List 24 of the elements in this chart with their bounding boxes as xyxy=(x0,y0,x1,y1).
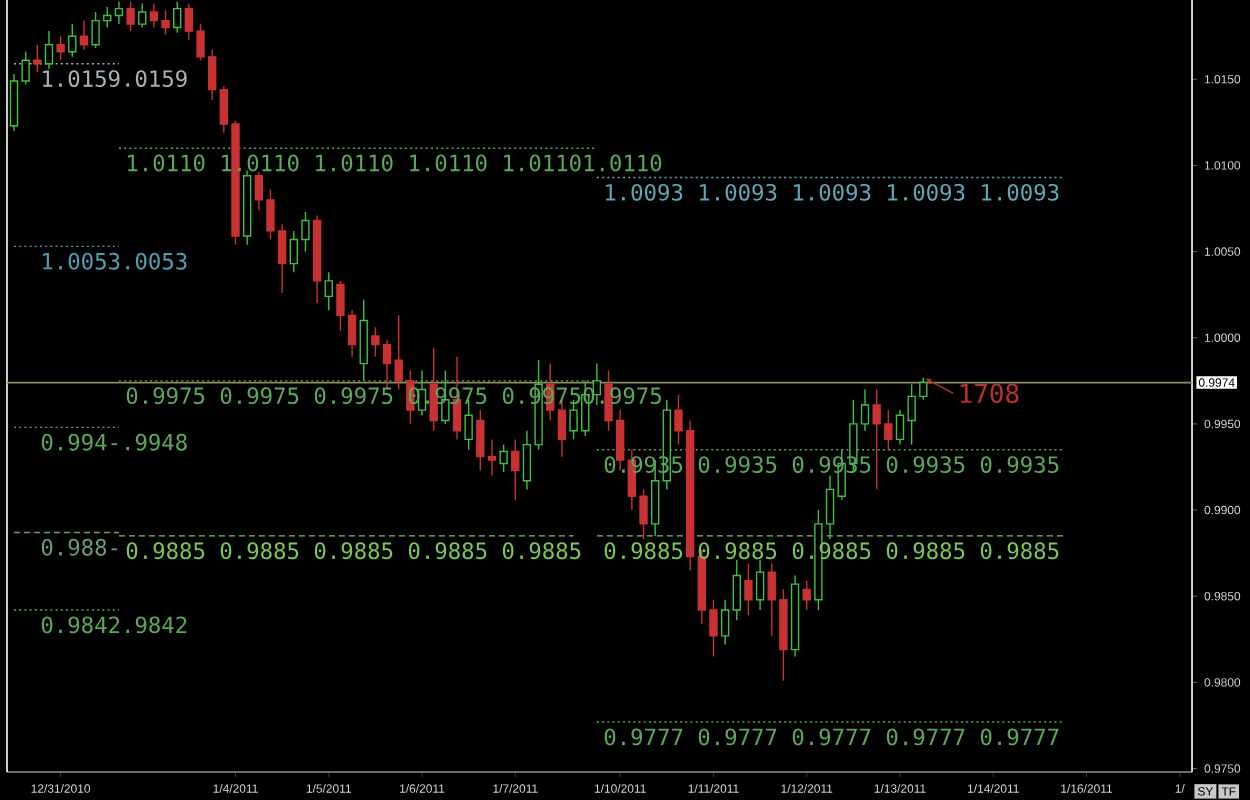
candlestick xyxy=(324,271,333,311)
candlestick xyxy=(744,562,753,616)
series-label: 0.994-.9948 xyxy=(41,433,187,451)
series-label: 1.0093 1.0093 1.0093 1.0093 1.0093 xyxy=(605,183,1059,201)
candlestick xyxy=(511,438,520,501)
candlestick xyxy=(359,299,368,382)
candlestick xyxy=(44,30,54,70)
candlestick xyxy=(126,1,135,32)
series-label: 0.9842.9842 xyxy=(41,616,187,634)
series-label: 1.0159.0159 xyxy=(43,70,187,88)
candlestick xyxy=(56,35,65,61)
series-label: 1.0053.0053 xyxy=(43,252,187,270)
annotation: 1708 xyxy=(960,383,1019,404)
candlestick xyxy=(802,580,811,611)
candlestick xyxy=(79,19,89,51)
candlestick xyxy=(68,23,77,58)
candlestick xyxy=(499,443,508,473)
series-label: 0.988- xyxy=(41,538,118,556)
candlestick xyxy=(720,598,730,646)
candlestick xyxy=(33,44,42,74)
series-label: 0.9885 0.9885 0.9885 0.9885 0.9885 xyxy=(126,542,581,560)
series-label: 0.9777 0.9777 0.9777 0.9777 0.9777 xyxy=(604,728,1059,746)
candlestick xyxy=(755,559,765,611)
candlestick xyxy=(732,559,741,622)
